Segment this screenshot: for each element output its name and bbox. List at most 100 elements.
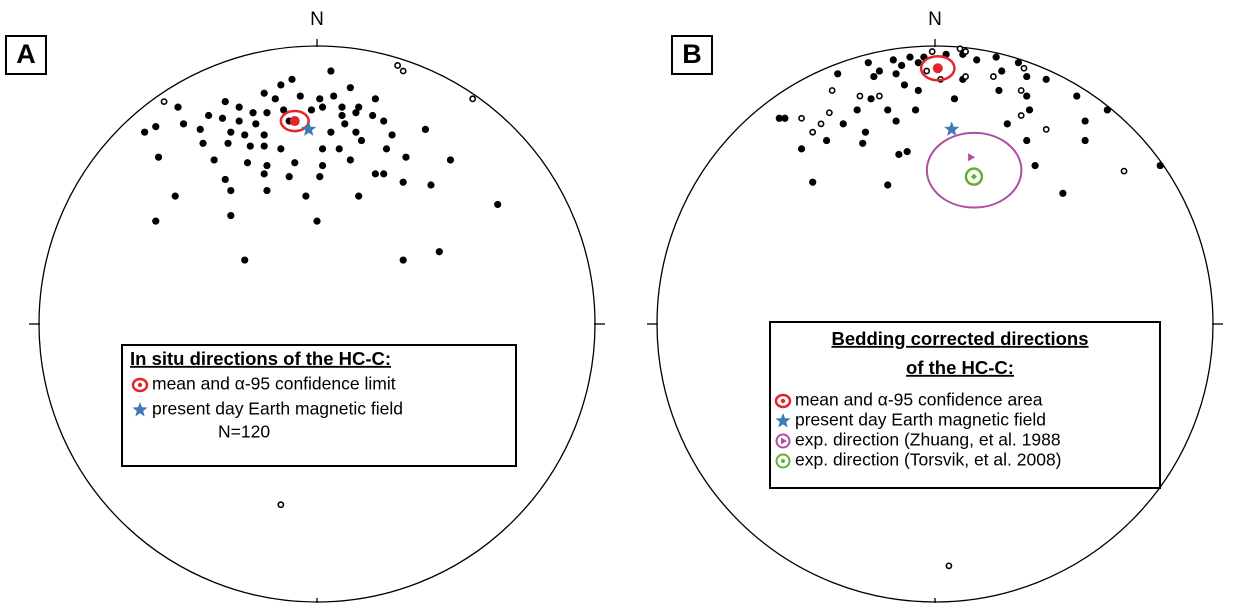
present-field	[301, 121, 317, 136]
lower-hemisphere-point	[316, 173, 324, 181]
upper-hemisphere-point	[798, 114, 805, 122]
upper-hemisphere-point	[825, 109, 833, 117]
lower-hemisphere-point	[302, 192, 310, 200]
lower-hemisphere-point	[263, 186, 271, 195]
lower-hemisphere-point	[875, 67, 884, 75]
upper-hemisphere-point	[856, 92, 864, 100]
lower-hemisphere-point	[1073, 92, 1081, 100]
star-icon	[775, 413, 791, 428]
upper-hemisphere-point	[277, 501, 285, 509]
lower-hemisphere-point	[809, 178, 817, 186]
lower-hemisphere-point	[380, 170, 388, 178]
lower-hemisphere-point	[235, 103, 243, 111]
lower-hemisphere-point	[889, 56, 897, 64]
lower-hemisphere-point	[914, 59, 922, 67]
upper-hemisphere-point	[828, 87, 836, 94]
lower-hemisphere-point	[179, 120, 188, 128]
mean-icon	[131, 377, 149, 393]
lower-hemisphere-point	[352, 109, 360, 117]
lower-hemisphere-point	[277, 81, 285, 89]
lower-hemisphere-point	[352, 128, 360, 136]
lower-hemisphere-point	[402, 153, 410, 161]
lower-hemisphere-point	[914, 86, 922, 95]
upper-hemisphere-point	[1017, 87, 1025, 94]
panel-label-box	[5, 35, 47, 75]
lower-hemisphere-point	[781, 114, 789, 122]
legend-box	[769, 321, 1161, 489]
lower-hemisphere-point	[1003, 120, 1011, 128]
lower-hemisphere-point	[357, 136, 366, 145]
mean-dot	[137, 382, 143, 388]
lower-hemisphere-point	[371, 95, 379, 103]
lower-hemisphere-point	[870, 72, 878, 81]
upper-hemisphere-point	[928, 48, 936, 55]
lower-hemisphere-point	[834, 70, 842, 78]
legend-title: In situ directions of the HC-C:	[130, 348, 391, 369]
lower-hemisphere-point	[241, 256, 249, 264]
lower-hemisphere-point	[241, 131, 249, 139]
lower-hemisphere-point	[291, 159, 299, 167]
lower-hemisphere-point	[152, 217, 160, 225]
lower-hemisphere-point	[435, 248, 443, 256]
lower-hemisphere-point	[892, 117, 900, 125]
torsvik-icon	[775, 453, 791, 469]
stereonet-panel: N B Bedding corrected directions of the HC-…	[647, 9, 1223, 603]
lower-hemisphere-point	[906, 53, 914, 61]
lower-hemisphere-point	[338, 111, 346, 120]
lower-hemisphere-point	[355, 192, 363, 200]
lower-hemisphere-point	[388, 131, 396, 139]
lower-hemisphere-point	[822, 136, 831, 145]
north-label: N	[310, 9, 324, 30]
upper-hemisphere-point	[1120, 167, 1128, 175]
stereonet-panel: N A In situ directions of the HC-C: mean an…	[5, 9, 605, 603]
upper-hemisphere-point	[876, 92, 883, 100]
lower-hemisphere-point	[1042, 75, 1050, 83]
lower-hemisphere-point	[399, 178, 407, 186]
upper-hemisphere-point	[956, 45, 964, 53]
lower-hemisphere-point	[950, 95, 959, 103]
upper-hemisphere-point	[1017, 112, 1025, 119]
alpha95-ellipse	[279, 109, 310, 133]
panel-label: A	[16, 39, 36, 69]
lower-hemisphere-point	[221, 98, 229, 106]
lower-hemisphere-point	[427, 181, 435, 189]
lower-hemisphere-point	[1023, 72, 1031, 81]
upper-hemisphere-point	[817, 120, 825, 128]
lower-hemisphere-point	[995, 86, 1003, 95]
alpha95-circle	[925, 131, 1023, 209]
lower-hemisphere-point	[1014, 59, 1023, 67]
star-icon	[132, 402, 148, 417]
north-label: N	[928, 9, 942, 30]
primitive-circle	[38, 45, 596, 603]
lower-hemisphere-point	[313, 217, 321, 225]
panel-label: B	[682, 39, 702, 69]
present-field	[944, 121, 960, 136]
lower-hemisphere-point	[277, 145, 285, 153]
expected-center	[970, 173, 977, 180]
upper-hemisphere-point	[945, 562, 953, 570]
lower-hemisphere-point	[243, 159, 252, 167]
upper-hemisphere-point	[1042, 125, 1050, 133]
lower-hemisphere-point	[318, 145, 327, 153]
legend-title: of the HC-C:	[906, 357, 1014, 378]
lower-hemisphere-point	[227, 211, 235, 220]
lower-hemisphere-point	[494, 200, 502, 209]
legend-text: present day Earth magnetic field	[152, 399, 403, 419]
lower-hemisphere-point	[271, 95, 279, 103]
lower-hemisphere-point	[861, 128, 870, 136]
lower-hemisphere-point	[221, 175, 229, 184]
panel-label-box	[671, 35, 713, 75]
lower-hemisphere-point	[330, 92, 338, 100]
lower-hemisphere-point	[839, 120, 847, 128]
expected-direction	[968, 153, 976, 162]
upper-hemisphere-point	[962, 48, 969, 55]
sample-count: N=120	[218, 422, 270, 442]
lower-hemisphere-point	[218, 114, 227, 122]
lower-hemisphere-point	[884, 181, 892, 189]
upper-hemisphere-point	[160, 98, 168, 105]
lower-hemisphere-point	[152, 123, 160, 131]
alpha95-ellipse	[919, 54, 956, 82]
lower-hemisphere-point	[382, 145, 391, 153]
lower-hemisphere-point	[174, 103, 182, 111]
